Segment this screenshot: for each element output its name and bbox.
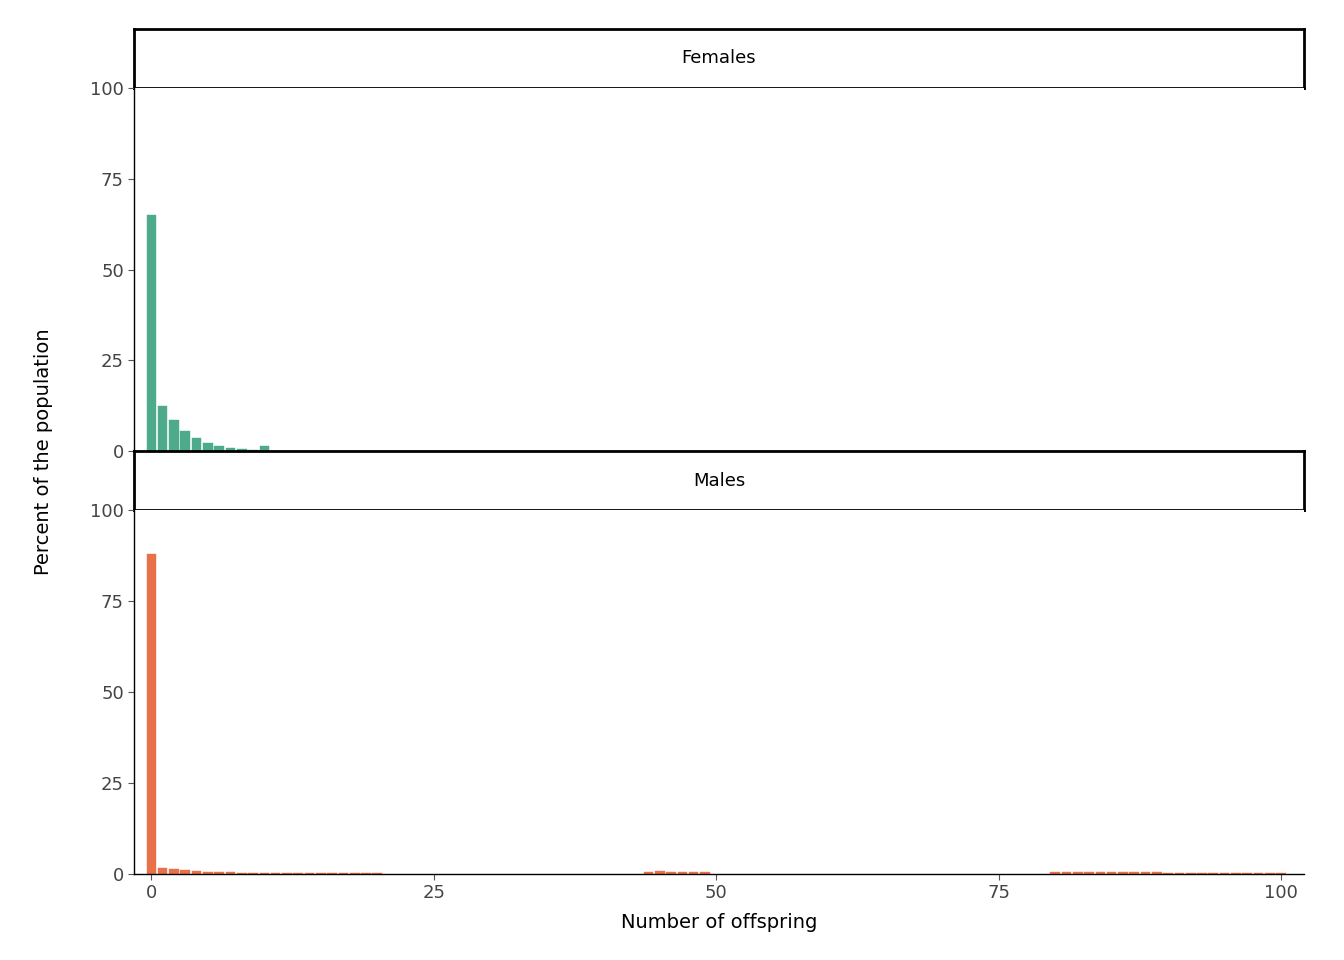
X-axis label: Number of offspring: Number of offspring <box>621 913 817 932</box>
Bar <box>192 439 202 451</box>
Bar <box>214 445 224 451</box>
Bar <box>655 872 664 874</box>
Text: Males: Males <box>694 471 745 490</box>
Text: Percent of the population: Percent of the population <box>34 328 52 574</box>
Bar <box>169 869 179 874</box>
Bar <box>169 420 179 451</box>
Bar <box>1118 872 1128 874</box>
Bar <box>146 554 156 874</box>
Bar <box>1175 873 1184 874</box>
Bar <box>249 449 258 451</box>
Bar <box>644 872 653 874</box>
Bar <box>214 872 224 874</box>
Bar <box>226 873 235 874</box>
Bar <box>157 868 168 874</box>
Bar <box>1085 872 1094 874</box>
Bar <box>667 872 676 874</box>
Bar <box>700 872 710 874</box>
Bar <box>192 871 202 874</box>
Bar <box>180 431 190 451</box>
Bar <box>677 872 687 874</box>
Bar <box>203 872 212 874</box>
Bar <box>1062 872 1071 874</box>
Bar <box>1107 872 1117 874</box>
Text: Females: Females <box>681 49 757 67</box>
Bar <box>226 448 235 451</box>
Bar <box>237 449 246 451</box>
Bar <box>157 406 168 451</box>
Bar <box>203 444 212 451</box>
Bar <box>146 215 156 451</box>
Bar <box>1050 872 1060 874</box>
Bar <box>1141 873 1150 874</box>
Bar <box>1073 872 1082 874</box>
Bar <box>180 871 190 874</box>
Bar <box>1095 872 1105 874</box>
Bar <box>1164 873 1173 874</box>
Bar <box>1129 873 1138 874</box>
Bar <box>1152 873 1161 874</box>
Bar <box>689 872 699 874</box>
Bar <box>259 445 269 451</box>
Bar <box>237 873 246 874</box>
